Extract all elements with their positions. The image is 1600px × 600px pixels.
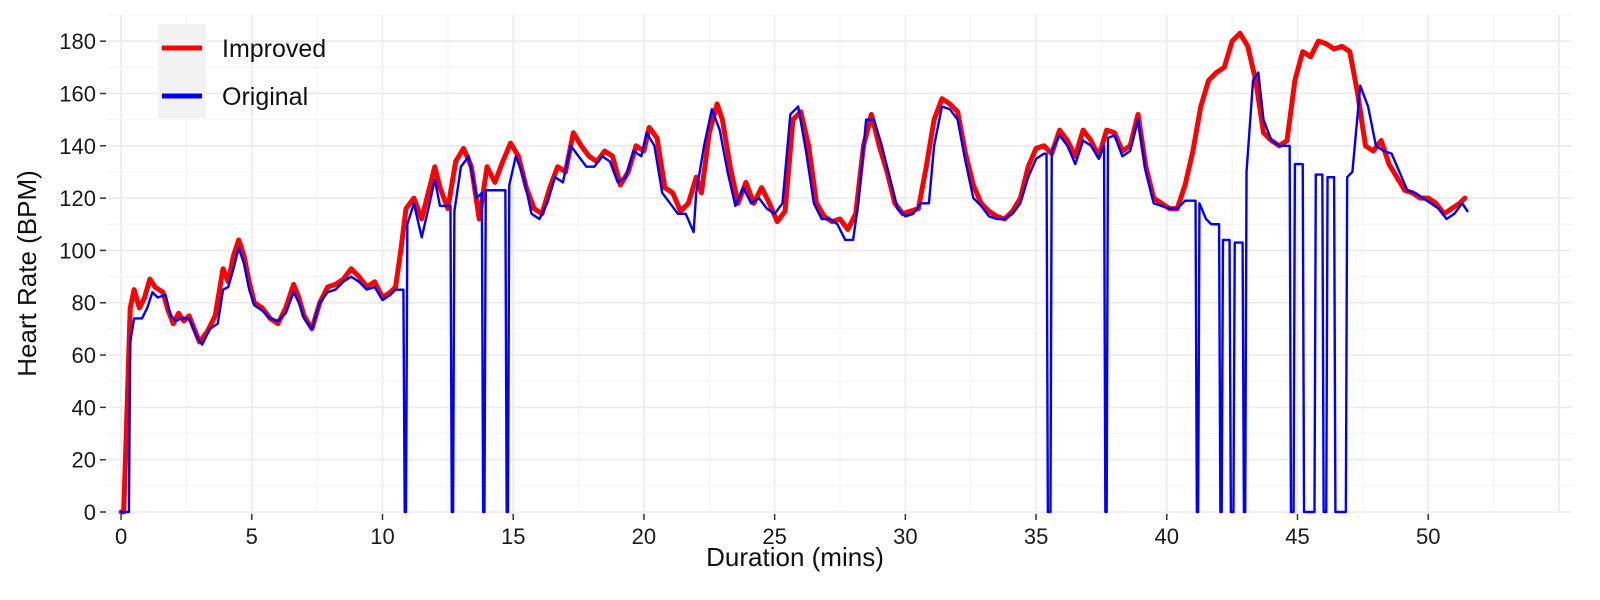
x-tick-label: 30 xyxy=(893,524,917,549)
legend-label-improved: Improved xyxy=(222,35,326,63)
x-tick-label: 5 xyxy=(246,524,258,549)
x-axis-title: Duration (mins) xyxy=(706,542,884,572)
x-tick-label: 40 xyxy=(1155,524,1179,549)
y-tick-label: 20 xyxy=(72,448,96,473)
y-tick-label: 100 xyxy=(59,238,96,263)
x-tick-label: 0 xyxy=(115,524,127,549)
series-line-original xyxy=(119,71,1469,514)
x-tick-label: 35 xyxy=(1024,524,1048,549)
y-tick-label: 120 xyxy=(59,186,96,211)
y-tick-label: 80 xyxy=(72,291,96,316)
x-tick-label: 15 xyxy=(501,524,525,549)
x-tick-label: 20 xyxy=(632,524,656,549)
y-axis-title: Heart Rate (BPM) xyxy=(12,170,42,377)
legend-background xyxy=(158,24,206,118)
grid xyxy=(108,14,1572,513)
legend-label-original: Original xyxy=(222,83,308,111)
x-tick-label: 50 xyxy=(1416,524,1440,549)
y-tick-label: 160 xyxy=(59,81,96,106)
x-tick-label: 45 xyxy=(1285,524,1309,549)
y-tick-label: 180 xyxy=(59,29,96,54)
series-lines xyxy=(118,30,1469,515)
legend: Improved Original xyxy=(158,24,326,118)
axes: 0 20 40 60 80 100 120 140 160 180 0 5 10 15 20 25 30 35 40… xyxy=(59,29,1440,549)
x-tick-label: 25 xyxy=(762,524,786,549)
y-tick-label: 40 xyxy=(72,395,96,420)
y-tick-label: 0 xyxy=(84,500,96,525)
series-line-improved xyxy=(118,30,1468,515)
x-tick-label: 10 xyxy=(370,524,394,549)
y-tick-label: 60 xyxy=(72,343,96,368)
y-tick-label: 140 xyxy=(59,134,96,159)
